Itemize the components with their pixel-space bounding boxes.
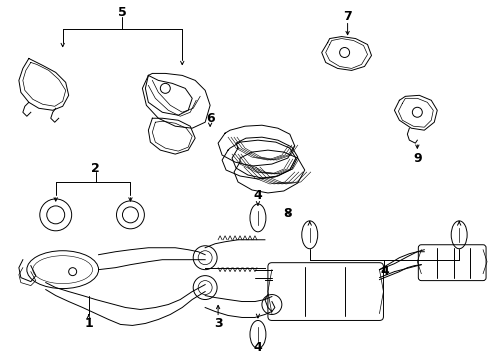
Text: 3: 3 xyxy=(213,317,222,330)
Text: 6: 6 xyxy=(205,112,214,125)
Text: 4: 4 xyxy=(379,265,388,278)
Text: 4: 4 xyxy=(253,189,262,202)
Text: 9: 9 xyxy=(412,152,421,165)
Text: 2: 2 xyxy=(91,162,100,175)
Text: 1: 1 xyxy=(84,317,93,330)
Text: 5: 5 xyxy=(118,6,126,19)
Text: 8: 8 xyxy=(283,207,291,220)
Text: 4: 4 xyxy=(253,341,262,354)
Text: 7: 7 xyxy=(343,10,351,23)
